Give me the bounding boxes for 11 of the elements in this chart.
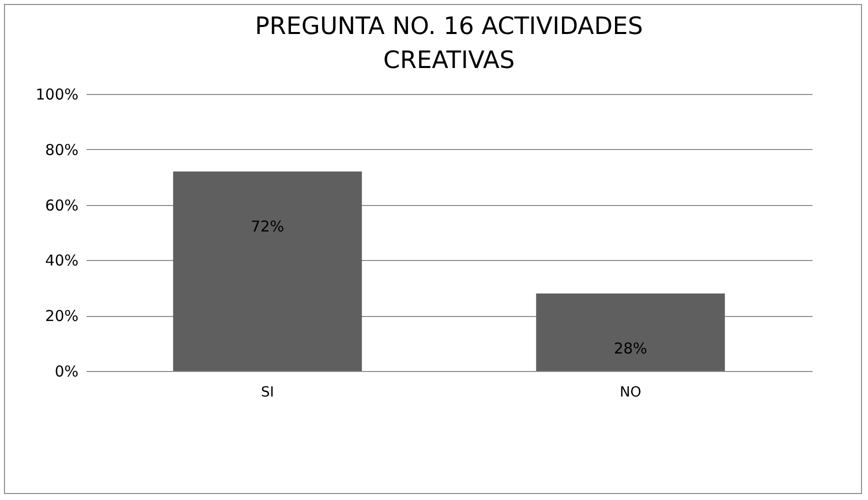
x-tick-label: NO [620, 384, 642, 400]
chart-title: PREGUNTA NO. 16 ACTIVIDADES CREATIVAS [255, 12, 643, 74]
y-tick-label: 20% [45, 307, 78, 326]
y-tick-label: 100% [36, 86, 78, 104]
x-tick-label: SI [260, 384, 274, 400]
y-tick-label: 80% [45, 140, 78, 159]
y-tick-label: 0% [54, 362, 78, 380]
y-tick-label: 40% [45, 252, 78, 270]
data-label: 28% [614, 339, 648, 358]
data-label: 72% [250, 218, 284, 236]
y-tick-label: 60% [45, 196, 78, 214]
